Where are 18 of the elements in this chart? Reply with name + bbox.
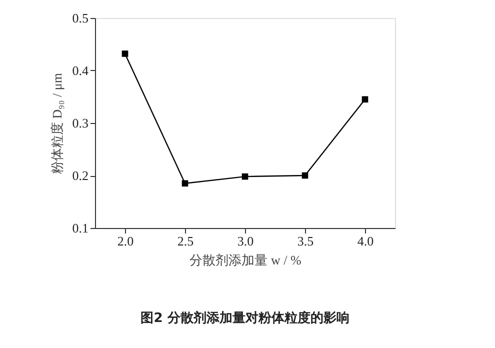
point xyxy=(242,173,248,180)
point xyxy=(362,96,368,103)
x-tick-label: 2.5 xyxy=(177,234,194,248)
point xyxy=(182,180,188,187)
x-tick-label: 4.0 xyxy=(357,234,374,248)
y-tick-label: 0.3 xyxy=(72,116,88,130)
point xyxy=(302,172,308,179)
y-tick-label: 0.5 xyxy=(72,10,88,26)
y-tick-label: 0.2 xyxy=(72,168,88,183)
caption: 图2 分散剂添加量对粉体粒度的影响 xyxy=(140,310,350,326)
y-tick-label: 0.1 xyxy=(72,220,88,236)
x-axis-title: 分散剂添加量 w / % xyxy=(190,252,302,268)
y-axis-title: 粉体粒度 D₉₀ / μm xyxy=(49,73,64,174)
x-tick-label: 2.0 xyxy=(117,234,134,248)
x-tick-label: 3.0 xyxy=(237,234,254,248)
x-tick-label: 3.5 xyxy=(297,234,314,248)
point xyxy=(122,50,128,57)
y-tick-label: 0.4 xyxy=(72,63,89,78)
